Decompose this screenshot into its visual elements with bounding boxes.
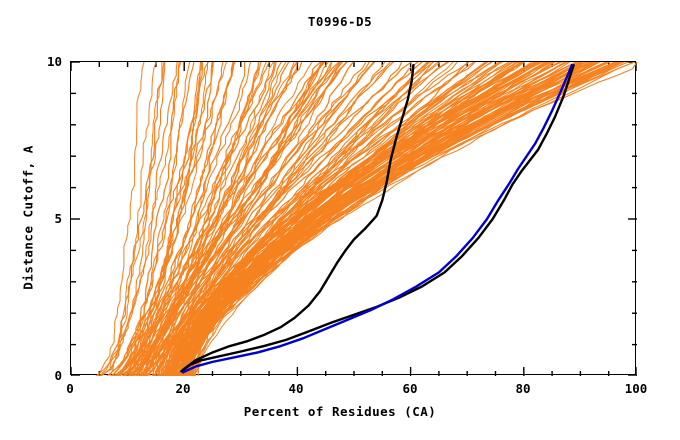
model-curve [95,62,163,376]
highlight-curve-black-model-middle [181,63,415,371]
model-curve [138,62,340,376]
model-curve [100,62,182,376]
x-tick-label-60: 60 [402,381,418,396]
model-curve [194,62,636,376]
x-tick-label-80: 80 [515,381,531,396]
y-axis-title: Distance Cutoff, A [20,145,36,290]
model-curve [106,62,180,376]
model-curve [151,62,413,376]
model-curve [145,62,354,376]
model-curve [130,62,298,376]
model-curve [185,62,635,376]
model-curve [171,62,540,376]
model-curve [158,62,493,376]
page-title: T0996-D5 [307,14,373,29]
x-tick-label-20: 20 [175,381,191,396]
model-curve [115,62,195,376]
model-curve [181,62,577,376]
model-curve [110,62,224,376]
model-curve [97,62,145,376]
model-curve [139,62,348,376]
model-curve [188,62,584,376]
model-curve [117,62,202,376]
x-axis-title: Percent of Residues (CA) [243,404,437,419]
model-curve [131,62,313,376]
model-curve [129,62,267,376]
orange-model-curves [95,62,637,376]
model-curve [132,62,252,376]
model-curve [187,62,611,376]
model-curve [118,62,228,376]
model-curve [184,62,601,376]
model-curve [145,62,376,376]
model-curve [141,62,348,376]
model-curve [100,62,166,376]
y-tick-label-5: 5 [54,211,62,226]
highlight-curve-blue-model-right [181,63,574,374]
x-tick-label-100: 100 [624,381,648,396]
x-tick-label-40: 40 [288,381,304,396]
model-curve [165,62,510,376]
y-tick-label-10: 10 [46,54,62,69]
x-tick-label-0: 0 [66,381,74,396]
model-curve [177,62,597,376]
model-curve [189,62,624,376]
model-curve [197,62,637,376]
model-curve [135,62,276,376]
model-curve [176,62,542,376]
model-curve [99,62,165,376]
model-curve [109,62,157,376]
model-curve [142,62,370,376]
plot-canvas [71,62,637,376]
highlight-curves [180,63,575,374]
model-curve [185,62,629,376]
highlight-curve-black-model-right [180,63,575,373]
model-curve [193,62,629,376]
model-curve [154,62,419,376]
model-curve [116,62,209,376]
y-tick-label-0: 0 [54,368,62,383]
model-curve [129,62,298,376]
model-curve [137,62,348,376]
plot-area [70,61,637,376]
model-curve [173,62,513,376]
model-curve [136,62,341,376]
model-curve [186,62,629,376]
